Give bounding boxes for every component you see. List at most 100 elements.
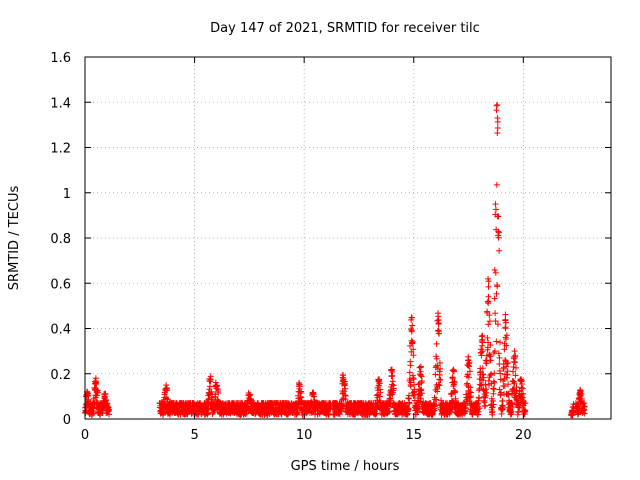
data-point — [499, 397, 506, 404]
data-point — [462, 405, 469, 412]
data-point — [484, 334, 491, 341]
data-point — [207, 373, 214, 380]
data-point — [338, 407, 345, 414]
data-point — [493, 290, 500, 297]
data-point — [451, 379, 458, 386]
data-point — [450, 368, 457, 375]
data-point — [480, 374, 487, 381]
data-point — [493, 107, 500, 114]
data-point — [577, 388, 584, 395]
data-point — [581, 403, 588, 410]
data-point — [296, 379, 303, 386]
data-point — [246, 392, 253, 399]
data-point — [90, 409, 97, 416]
data-point — [407, 326, 414, 333]
data-point — [389, 372, 396, 379]
data-point — [483, 358, 490, 365]
data-point — [204, 409, 211, 416]
data-point — [570, 408, 577, 415]
data-point — [519, 385, 526, 392]
data-point — [495, 228, 502, 235]
data-point — [102, 390, 109, 397]
data-point — [405, 395, 412, 402]
data-point — [207, 383, 214, 390]
data-point — [342, 392, 349, 399]
data-point — [581, 410, 588, 417]
data-point — [436, 371, 443, 378]
data-point — [508, 411, 515, 418]
data-point — [373, 410, 380, 417]
data-point — [410, 376, 417, 383]
data-point — [505, 390, 512, 397]
data-point — [212, 379, 219, 386]
data-point — [578, 395, 585, 402]
data-point — [163, 382, 170, 389]
data-point — [258, 408, 265, 415]
data-point — [502, 324, 509, 331]
data-point — [410, 346, 417, 353]
data-point — [518, 381, 525, 388]
data-point — [487, 342, 494, 349]
data-point — [501, 375, 508, 382]
data-point — [518, 384, 525, 391]
data-point — [504, 368, 511, 375]
data-point — [489, 404, 496, 411]
data-point — [375, 378, 382, 385]
data-point — [478, 352, 485, 359]
axis-ticks: 0 5 10 15 20 0 0.2 0.4 0.6 0.8 1 1.2 1.4 1.6 — [50, 51, 611, 443]
data-point — [436, 330, 443, 337]
data-point — [494, 283, 501, 290]
data-point — [206, 378, 213, 385]
data-point — [486, 318, 493, 325]
data-point — [482, 402, 489, 409]
data-point — [452, 388, 459, 395]
data-point — [492, 206, 499, 213]
data-point — [433, 340, 440, 347]
data-point — [483, 389, 490, 396]
data-point — [208, 388, 215, 395]
data-point — [495, 234, 502, 241]
data-point — [89, 407, 96, 414]
y-tick-label: 0.4 — [50, 323, 71, 338]
data-point — [493, 181, 500, 188]
data-point — [435, 320, 442, 327]
data-point — [467, 389, 474, 396]
data-point — [510, 354, 517, 361]
data-point — [466, 368, 473, 375]
data-point — [476, 395, 483, 402]
data-point — [486, 312, 493, 319]
data-point — [496, 247, 503, 254]
chart-title: Day 147 of 2021, SRMTID for receiver til… — [210, 21, 480, 36]
data-point — [435, 381, 442, 388]
data-point — [449, 375, 456, 382]
data-point — [310, 390, 317, 397]
data-point — [511, 348, 518, 355]
data-point — [436, 359, 443, 366]
data-point — [408, 327, 415, 334]
data-point — [479, 332, 486, 339]
data-point — [433, 353, 440, 360]
data-point — [435, 313, 442, 320]
data-point — [410, 352, 417, 359]
data-point — [418, 390, 425, 397]
data-point — [509, 404, 516, 411]
data-point — [522, 400, 529, 407]
data-point — [465, 374, 472, 381]
data-point — [495, 213, 502, 220]
data-point — [482, 392, 489, 399]
data-point — [467, 384, 474, 391]
data-point — [215, 389, 222, 396]
data-point — [490, 401, 497, 408]
data-point — [207, 390, 214, 397]
data-point — [513, 390, 520, 397]
data-point — [504, 374, 511, 381]
data-point — [509, 368, 516, 375]
data-point — [496, 386, 503, 393]
data-point — [491, 386, 498, 393]
data-point — [501, 382, 508, 389]
data-point — [503, 363, 510, 370]
x-tick-label: 0 — [81, 428, 89, 443]
data-point — [567, 411, 574, 418]
data-point — [485, 300, 492, 307]
data-point — [416, 364, 423, 371]
